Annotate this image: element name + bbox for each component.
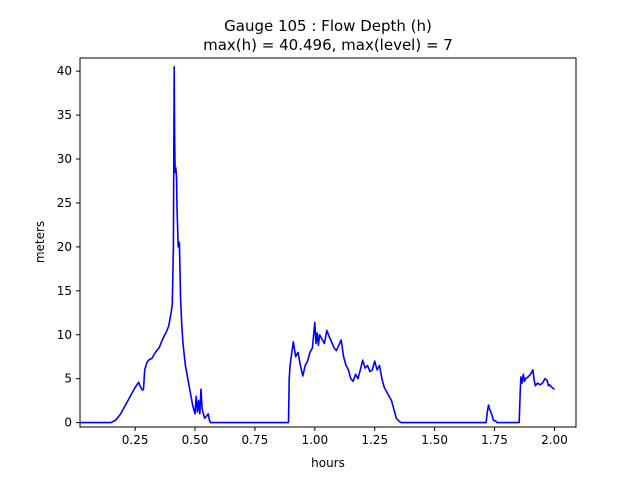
chart-title-line-2: max(h) = 40.496, max(level) = 7 — [203, 36, 453, 54]
x-tick-label: 0.75 — [242, 433, 269, 447]
x-tick-label: 1.50 — [421, 433, 448, 447]
y-tick-label: 35 — [57, 108, 72, 122]
chart-title-line-1: Gauge 105 : Flow Depth (h) — [224, 17, 432, 35]
y-tick-label: 10 — [57, 328, 72, 342]
x-tick-label: 1.25 — [361, 433, 388, 447]
y-tick-label: 20 — [57, 240, 72, 254]
y-tick-label: 15 — [57, 284, 72, 298]
x-tick-label: 0.25 — [122, 433, 149, 447]
series-layer — [80, 66, 555, 424]
x-axis-label: hours — [311, 456, 345, 470]
y-tick-label: 40 — [57, 64, 72, 78]
y-tick-label: 0 — [64, 416, 72, 430]
y-tick-label: 5 — [64, 372, 72, 386]
y-tick-label: 25 — [57, 196, 72, 210]
x-tick-label: 2.00 — [541, 433, 568, 447]
x-tick-label: 0.50 — [182, 433, 209, 447]
y-tick-label: 30 — [57, 152, 72, 166]
plot-frame — [79, 57, 577, 428]
axis-ticks: 0.25 0.50 0.75 1.00 1.25 1.50 1.75 2.00 0 5 10 15 20… — [57, 64, 568, 447]
x-tick-label: 1.00 — [301, 433, 328, 447]
flow-depth-series-line — [80, 66, 555, 424]
x-tick-label: 1.75 — [481, 433, 508, 447]
y-axis-label: meters — [33, 221, 47, 263]
